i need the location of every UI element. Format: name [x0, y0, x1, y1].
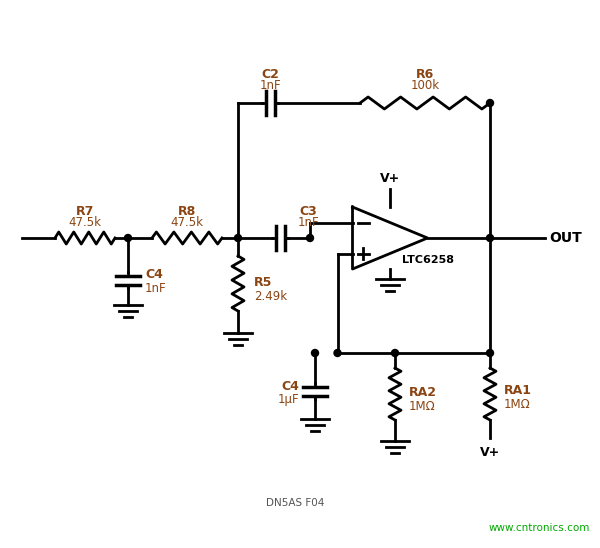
- Text: C2: C2: [261, 68, 279, 81]
- Text: V+: V+: [380, 172, 400, 185]
- Text: C4: C4: [281, 380, 299, 392]
- Circle shape: [487, 235, 493, 242]
- Text: 100k: 100k: [410, 79, 440, 92]
- Text: OUT: OUT: [549, 231, 582, 245]
- Text: R8: R8: [178, 205, 196, 218]
- Text: 2.49k: 2.49k: [254, 289, 287, 302]
- Text: 47.5k: 47.5k: [170, 216, 203, 229]
- Circle shape: [307, 235, 314, 242]
- Text: 1nF: 1nF: [259, 79, 281, 92]
- Circle shape: [311, 350, 319, 357]
- Text: DN5AS F04: DN5AS F04: [266, 498, 324, 508]
- Text: C4: C4: [145, 269, 163, 282]
- Text: R7: R7: [76, 205, 94, 218]
- Text: 1MΩ: 1MΩ: [409, 401, 436, 414]
- Circle shape: [334, 350, 341, 357]
- Text: RA1: RA1: [504, 385, 532, 397]
- Text: 1nF: 1nF: [297, 216, 319, 229]
- Text: LTC6258: LTC6258: [402, 255, 454, 265]
- Text: 1MΩ: 1MΩ: [504, 398, 531, 412]
- Circle shape: [392, 350, 398, 357]
- Text: RA2: RA2: [409, 386, 437, 399]
- Text: 1nF: 1nF: [145, 282, 167, 294]
- Text: C3: C3: [299, 205, 317, 218]
- Text: R5: R5: [254, 277, 272, 289]
- Text: 1μF: 1μF: [277, 392, 299, 406]
- Circle shape: [235, 235, 241, 242]
- Text: V+: V+: [480, 446, 500, 459]
- Text: R6: R6: [416, 68, 434, 81]
- Circle shape: [125, 235, 131, 242]
- Text: 47.5k: 47.5k: [68, 216, 101, 229]
- Circle shape: [487, 100, 493, 106]
- Text: www.cntronics.com: www.cntronics.com: [488, 523, 590, 533]
- Circle shape: [487, 350, 493, 357]
